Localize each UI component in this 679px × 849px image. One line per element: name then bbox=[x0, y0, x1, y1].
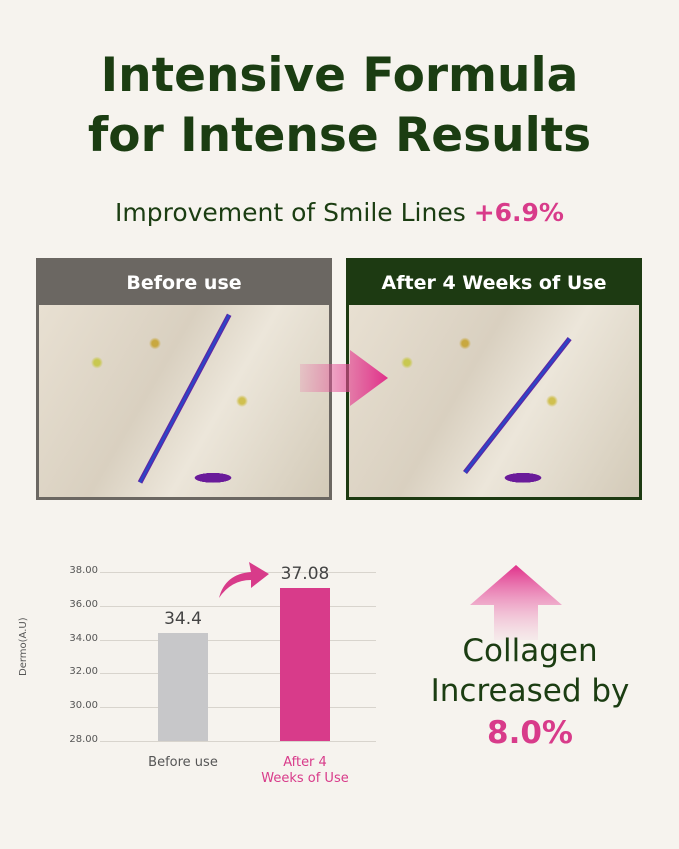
x-label-after: After 4 Weeks of Use bbox=[261, 755, 349, 786]
before-panel: Before use bbox=[36, 258, 332, 500]
collagen-line-1: Collagen bbox=[462, 633, 598, 669]
y-tick-label: 38.00 bbox=[69, 565, 98, 576]
arrow-up-icon bbox=[470, 565, 562, 640]
subtitle-value: +6.9% bbox=[473, 198, 564, 227]
bar-0 bbox=[158, 632, 208, 741]
after-skin-image bbox=[349, 305, 639, 497]
value-label: 37.08 bbox=[280, 563, 330, 584]
subtitle: Improvement of Smile Lines +6.9% bbox=[0, 198, 679, 227]
gridline bbox=[100, 639, 376, 641]
after-header: After 4 Weeks of Use bbox=[349, 261, 639, 305]
gridline bbox=[100, 707, 376, 709]
y-tick-label: 28.00 bbox=[69, 734, 98, 745]
y-tick-label: 32.00 bbox=[69, 666, 98, 678]
subtitle-text: Improvement of Smile Lines bbox=[115, 198, 474, 227]
curved-arrow-icon bbox=[219, 562, 269, 598]
gridline bbox=[100, 673, 376, 675]
y-tick-label: 34.00 bbox=[69, 632, 98, 644]
collagen-line-2: Increased by bbox=[430, 673, 630, 709]
collagen-value: 8.0% bbox=[487, 715, 573, 751]
after-panel: After 4 Weeks of Use bbox=[346, 258, 642, 500]
bar-1 bbox=[280, 587, 330, 741]
before-header: Before use bbox=[39, 261, 329, 305]
value-label: 34.4 bbox=[164, 608, 202, 629]
headline-line-1: Intensive Formula bbox=[100, 48, 579, 103]
y-axis-label: Dermo(A.U) bbox=[18, 617, 29, 676]
gridline bbox=[100, 741, 376, 742]
x-label-before: Before use bbox=[148, 755, 218, 770]
headline-line-2: for Intense Results bbox=[87, 108, 592, 163]
y-tick-label: 30.00 bbox=[69, 700, 98, 712]
gridline bbox=[100, 572, 376, 573]
gridline bbox=[100, 605, 376, 607]
arrow-right-icon bbox=[300, 350, 388, 406]
y-tick-label: 36.00 bbox=[69, 598, 98, 610]
